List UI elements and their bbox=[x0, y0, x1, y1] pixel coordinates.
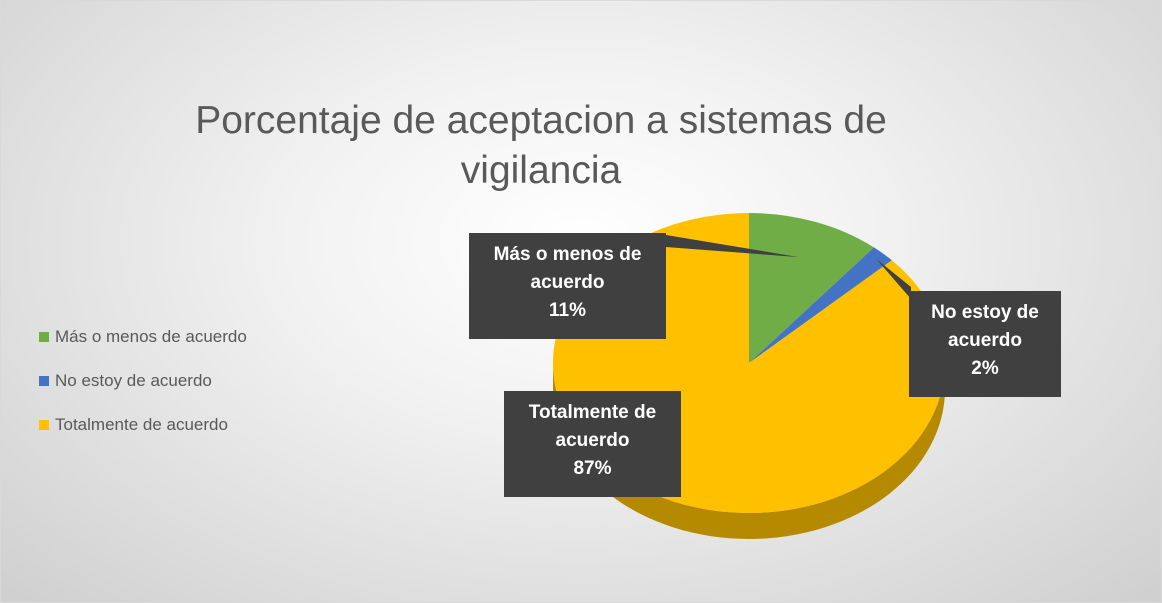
legend-entry: No estoy de acuerdo bbox=[39, 371, 212, 391]
data-label-value: 87% bbox=[573, 458, 612, 479]
data-label: Totalmente de acuerdo 87% bbox=[504, 391, 681, 497]
legend-label: Más o menos de acuerdo bbox=[55, 327, 247, 346]
legend-swatch bbox=[39, 332, 49, 342]
data-label-name: No estoy de acuerdo bbox=[931, 302, 1039, 351]
leader-line bbox=[876, 259, 911, 299]
legend-label: No estoy de acuerdo bbox=[55, 371, 212, 390]
legend-entry: Más o menos de acuerdo bbox=[39, 327, 247, 347]
data-label: No estoy de acuerdo 2% bbox=[909, 291, 1061, 397]
data-label-value: 2% bbox=[971, 358, 999, 379]
data-label: Más o menos de acuerdo 11% bbox=[469, 233, 666, 339]
legend-label: Totalmente de acuerdo bbox=[55, 415, 228, 434]
legend-swatch bbox=[39, 376, 49, 386]
legend-entry: Totalmente de acuerdo bbox=[39, 415, 228, 435]
legend-swatch bbox=[39, 420, 49, 430]
data-label-value: 11% bbox=[549, 300, 586, 321]
data-label-name: Más o menos de acuerdo bbox=[493, 244, 642, 293]
data-label-name: Totalmente de acuerdo bbox=[528, 402, 657, 451]
pie-slice bbox=[749, 247, 892, 363]
chart-title: Porcentaje de aceptacion a sistemas de v… bbox=[195, 99, 887, 192]
pie-slice bbox=[749, 213, 874, 363]
leader-line bbox=[666, 235, 799, 258]
